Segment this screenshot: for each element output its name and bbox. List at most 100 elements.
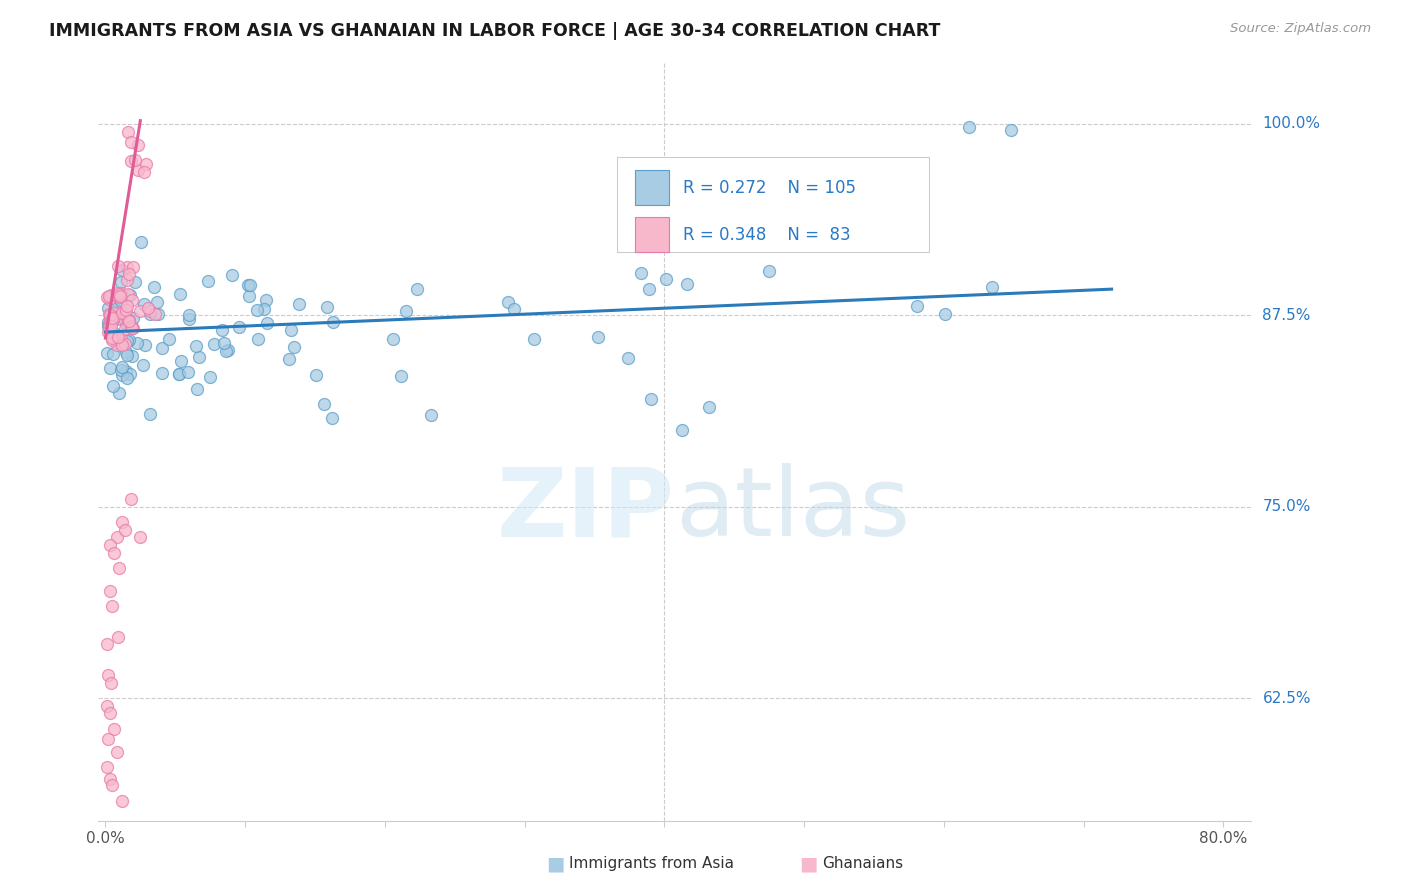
Point bbox=[316, 300, 339, 314]
Point bbox=[103, 722, 125, 736]
Point bbox=[758, 263, 780, 277]
Point bbox=[150, 341, 173, 355]
Point bbox=[96, 698, 118, 713]
Point bbox=[97, 301, 120, 315]
Point bbox=[98, 583, 121, 598]
Point bbox=[115, 317, 138, 331]
Point bbox=[115, 344, 138, 359]
Point bbox=[98, 706, 121, 721]
Point bbox=[129, 530, 152, 544]
Text: R = 0.348    N =  83: R = 0.348 N = 83 bbox=[683, 226, 851, 244]
Point bbox=[117, 318, 139, 333]
Point bbox=[131, 235, 153, 249]
Point bbox=[101, 312, 124, 326]
Point bbox=[406, 282, 429, 296]
Point bbox=[617, 351, 640, 365]
Point bbox=[134, 338, 156, 352]
Point bbox=[496, 294, 519, 309]
Point bbox=[136, 301, 159, 315]
Point bbox=[179, 308, 201, 322]
Point bbox=[118, 288, 141, 302]
Point bbox=[96, 290, 118, 304]
Point bbox=[202, 336, 225, 351]
Point bbox=[100, 318, 122, 333]
Text: 75.0%: 75.0% bbox=[1263, 500, 1310, 514]
Point bbox=[395, 304, 418, 318]
Point bbox=[114, 523, 136, 537]
Point bbox=[143, 307, 166, 321]
Point bbox=[214, 335, 236, 350]
Point bbox=[127, 335, 149, 350]
Point bbox=[256, 317, 278, 331]
Point bbox=[110, 359, 132, 374]
Point bbox=[97, 315, 120, 329]
Point bbox=[122, 310, 145, 325]
Point bbox=[108, 290, 131, 304]
Point bbox=[105, 286, 128, 301]
Point bbox=[98, 308, 121, 322]
Point bbox=[239, 278, 262, 293]
Point bbox=[105, 332, 128, 346]
Point bbox=[655, 272, 678, 286]
Point bbox=[503, 302, 526, 317]
Point bbox=[254, 293, 277, 308]
Point bbox=[98, 289, 121, 303]
Point bbox=[117, 313, 139, 327]
Point bbox=[127, 162, 149, 177]
Point bbox=[139, 304, 162, 318]
Point bbox=[382, 332, 405, 346]
Text: Immigrants from Asia: Immigrants from Asia bbox=[569, 856, 734, 871]
Point bbox=[101, 311, 124, 326]
FancyBboxPatch shape bbox=[634, 218, 669, 252]
Point bbox=[103, 310, 125, 324]
Point bbox=[134, 165, 156, 179]
Point bbox=[100, 331, 122, 345]
Point bbox=[118, 313, 141, 327]
Point bbox=[247, 332, 270, 346]
Point bbox=[120, 154, 142, 169]
Point bbox=[120, 135, 142, 149]
FancyBboxPatch shape bbox=[634, 170, 669, 204]
Point bbox=[277, 351, 299, 366]
Point bbox=[98, 308, 121, 322]
Point bbox=[114, 322, 136, 336]
Point bbox=[197, 274, 219, 288]
Point bbox=[322, 315, 344, 329]
Point bbox=[640, 392, 662, 407]
Point bbox=[110, 293, 132, 308]
Point bbox=[107, 630, 129, 644]
Point bbox=[280, 323, 302, 337]
Point bbox=[115, 334, 138, 348]
Point bbox=[98, 292, 121, 306]
Point bbox=[117, 314, 139, 328]
Point bbox=[101, 599, 124, 614]
Point bbox=[122, 260, 145, 274]
Point bbox=[98, 538, 121, 552]
Point bbox=[120, 491, 142, 506]
Point bbox=[120, 318, 142, 333]
Point bbox=[96, 638, 118, 652]
Point bbox=[981, 280, 1004, 294]
Point bbox=[97, 732, 120, 747]
Text: Ghanaians: Ghanaians bbox=[823, 856, 904, 871]
Point bbox=[101, 333, 124, 347]
Point bbox=[135, 157, 157, 171]
FancyBboxPatch shape bbox=[617, 157, 928, 252]
Point bbox=[139, 407, 162, 421]
Point bbox=[170, 354, 193, 368]
Point bbox=[142, 280, 165, 294]
Point bbox=[676, 277, 699, 291]
Point bbox=[150, 367, 173, 381]
Point bbox=[124, 275, 146, 289]
Point bbox=[179, 311, 201, 326]
Point bbox=[105, 304, 128, 318]
Text: Source: ZipAtlas.com: Source: ZipAtlas.com bbox=[1230, 22, 1371, 36]
Point bbox=[111, 368, 134, 383]
Point bbox=[103, 347, 125, 361]
Point bbox=[671, 423, 693, 437]
Point bbox=[697, 400, 720, 414]
Text: atlas: atlas bbox=[675, 463, 910, 557]
Point bbox=[107, 260, 129, 274]
Point bbox=[211, 323, 233, 337]
Point bbox=[108, 561, 131, 575]
